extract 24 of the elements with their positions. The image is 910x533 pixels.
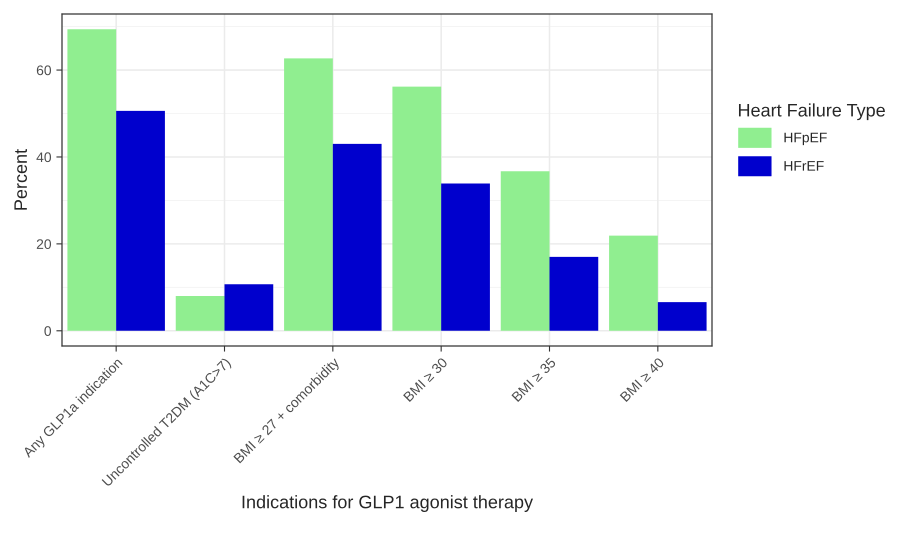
x-axis-title: Indications for GLP1 agonist therapy [242,495,534,512]
bar [392,86,442,331]
bar [500,171,550,331]
bar [224,284,274,331]
x-tick-label: BMI ≥ 30 [403,357,448,402]
y-axis-title: Percent [14,149,28,210]
y-tick-label: 40 [36,152,52,162]
bar [609,236,658,331]
bar [332,144,382,331]
bar [284,58,333,331]
legend-label: HFrEF [784,161,824,171]
y-tick-label: 60 [36,65,52,76]
legend-label: HFpEF [784,132,827,146]
y-tick-label: 20 [36,239,52,250]
x-tick-label: BMI ≥ 40 [620,357,665,402]
bar [176,296,224,331]
bar [67,29,116,331]
bar [441,183,490,331]
bar [550,256,598,331]
x-tick-label: BMI ≥ 35 [511,357,556,402]
y-tick-label: 0 [44,326,52,336]
bar [116,110,165,331]
legend-title: Heart Failure Type [738,103,885,120]
bar [658,302,707,331]
